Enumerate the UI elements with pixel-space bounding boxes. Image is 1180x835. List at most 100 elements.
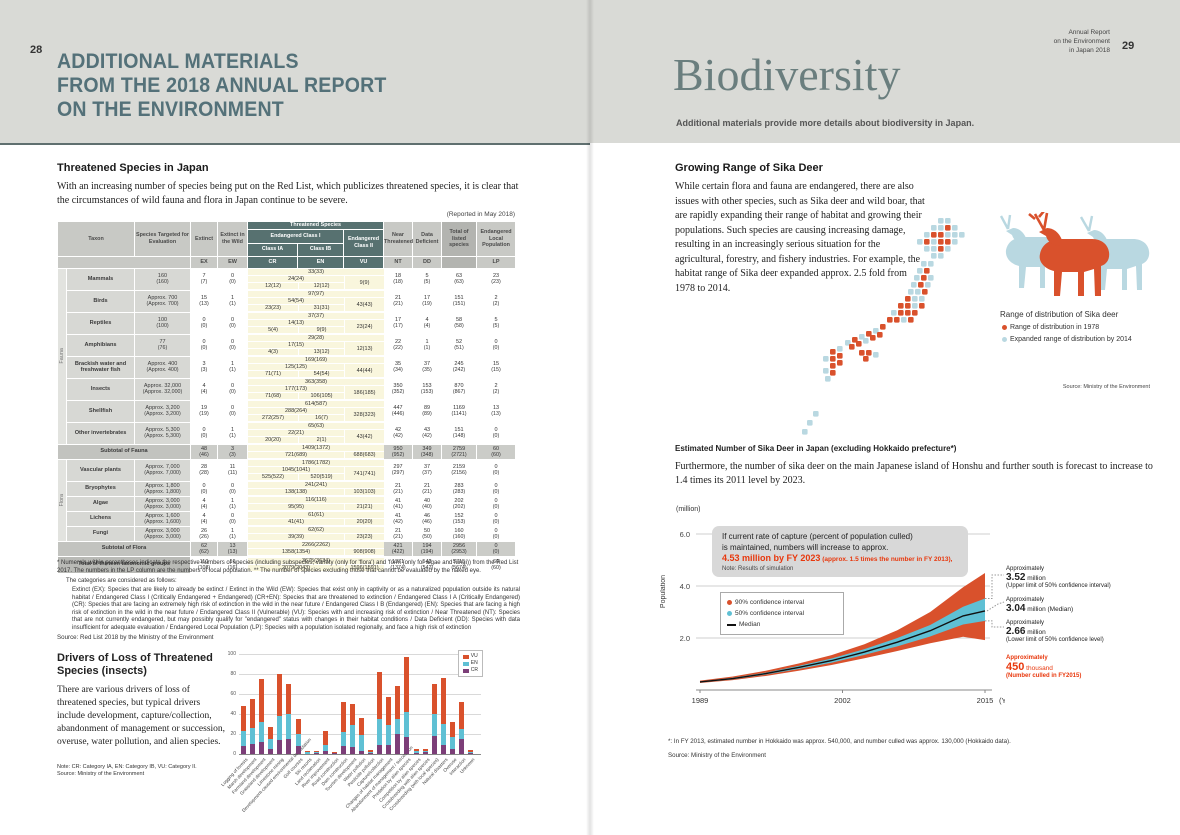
range-1978-cell [863, 356, 869, 362]
stacked-bar-segment-en [304, 752, 310, 754]
annotation-upper-word: Approximately [1006, 566, 1045, 572]
stacked-bar-segment-en [286, 714, 292, 739]
drivers-note: Note: CR: Category IA, EN: Category IB, … [57, 764, 197, 778]
y-tick-label: 80 [230, 671, 236, 677]
range-2014-cell [921, 261, 927, 267]
legend-median-dash [727, 623, 736, 626]
left-page-title: ADDITIONAL MATERIALS FROM THE 2018 ANNUA… [57, 50, 386, 122]
stacked-bar-segment-en [259, 722, 265, 742]
leader-median [986, 601, 1005, 612]
median-line [699, 610, 986, 683]
annotation-lower-word: Approximately [1006, 620, 1045, 626]
table-row: Algae Approx. 3,000 (Approx. 3,000) 4 (4) 1 (1… [58, 495, 517, 512]
running-header-line1: Annual Report [1068, 29, 1110, 36]
table-row: Lichens Approx. 1,600 (Approx. 1,600) 4 (4) 0… [58, 510, 517, 527]
stacked-bar-segment-vu [304, 751, 310, 752]
categories-intro: The categories are considered as follows… [66, 578, 177, 584]
stacked-bar-segment-vu [349, 704, 355, 725]
stacked-bar-segment-vu [368, 750, 374, 752]
stacked-bar-segment-en [250, 728, 256, 744]
map-source: Source: Ministry of the Environment [1062, 384, 1150, 390]
running-header-line2: on the Environment [1053, 38, 1110, 45]
map-legend-2014-label: Expanded range of distribution by 2014 [1010, 336, 1132, 343]
leader-upper [985, 574, 1004, 599]
y-tick-label: 6.0 [680, 530, 690, 539]
simulation-callout: If current rate of capture (percent of p… [712, 526, 968, 577]
chapter-subtitle: Additional materials provide more detail… [676, 118, 975, 128]
x-axis-unit: (Year) [999, 696, 1005, 705]
range-2014-cell [928, 275, 934, 281]
range-2014-cell [873, 328, 879, 334]
sika-population-heading-suffix: (excluding Hokkaido prefecture*) [828, 444, 957, 453]
sika-range-body: While certain flora and fauna are endang… [675, 181, 925, 294]
gridline [239, 654, 481, 655]
stacked-bar-segment-vu [359, 718, 365, 735]
table-row: Total of thirteen taxonomic groups 110 (10… [56, 555, 517, 574]
left-page-number: 28 [30, 44, 43, 56]
stacked-bar-segment-cr [277, 740, 283, 754]
map-legend-2014: Expanded range of distribution by 2014 [1002, 336, 1132, 343]
stacked-bar-segment-en [377, 719, 383, 745]
chapter-title: Biodiversity [673, 49, 901, 100]
drivers-body: There are various drivers of loss of thr… [57, 685, 226, 747]
stacked-bar-segment-vu [404, 657, 410, 712]
stacked-bar-segment-vu [449, 722, 455, 737]
range-1978-cell [918, 282, 924, 288]
gridline [239, 714, 481, 715]
y-axis-unit: (million) [676, 506, 701, 513]
legend-90ci-dot [727, 600, 732, 605]
stacked-bar-segment-en [359, 735, 365, 751]
range-2014-cell [931, 239, 937, 245]
stacked-bar-segment-cr [322, 751, 328, 754]
table-row: Birds Approx. 700 (Approx. 700) 15 (13) 1 (1) 9… [58, 289, 517, 313]
range-2014-cell [959, 232, 965, 238]
range-1978-cell [921, 275, 927, 281]
stacked-bar-segment-cr [458, 739, 464, 754]
range-1978-cell [870, 335, 876, 341]
range-1978-cell [830, 370, 836, 376]
y-tick-label: 4.0 [680, 582, 690, 591]
range-2014-cell [928, 261, 934, 267]
legend-dot-1978 [1002, 325, 1007, 330]
stacked-bar-segment-vu [295, 719, 301, 734]
table-row: Fungi Approx. 3,000 (Approx. 3,000) 26 (26) 1… [58, 525, 517, 542]
stacked-bar-segment-en [467, 752, 473, 753]
range-2014-cell [912, 303, 918, 309]
annotation-culled-word: Approximately [1006, 655, 1048, 661]
stacked-bar-segment-vu [422, 749, 428, 751]
table-row: Subtotal of Fauna 48 (46) 3 (3) 1409(1372) 721… [56, 443, 517, 460]
range-1978-cell [856, 341, 862, 347]
annotation-culled-value: 450 thousand [1006, 661, 1053, 673]
stacked-bar-segment-cr [404, 737, 410, 754]
stacked-bar-segment-cr [359, 751, 365, 754]
range-2014-cell [915, 289, 921, 295]
stacked-bar-segment-en [413, 751, 419, 753]
range-2014-cell [938, 225, 944, 231]
callout-projection-value: 4.53 million by FY 2023 [722, 553, 821, 563]
range-1978-cell [938, 239, 944, 245]
legend-50ci-label: 50% confidence interval [735, 610, 805, 617]
legend-90ci: 90% confidence interval [727, 597, 837, 608]
range-2014-cell [859, 334, 865, 340]
range-2014-cell [901, 317, 907, 323]
range-1978-cell [924, 268, 930, 274]
table-row: Insects Approx. 32,000 (Approx. 32,000) 4 (4… [58, 377, 517, 401]
table-row: Other invertebrates Approx. 5,300 (Approx.… [58, 421, 517, 445]
sika-chart-footnote: *: In FY 2013, estimated number in Hokka… [668, 738, 1011, 745]
drivers-heading: Drivers of Loss of Threatened Species (i… [57, 652, 227, 678]
stacked-bar-segment-en [368, 752, 374, 753]
stacked-bar-segment-cr [250, 744, 256, 754]
legend-50ci-dot [727, 611, 732, 616]
range-2014-cell [911, 282, 917, 288]
y-tick-label: 60 [230, 691, 236, 697]
stacked-bar-segment-en [268, 739, 274, 749]
range-2014-cell [912, 296, 918, 302]
annotation-upper: Approximately 3.52 million (Upper limit … [1006, 566, 1166, 589]
legend-median: Median [727, 619, 837, 630]
reported-note: (Reported in May 2018) [446, 211, 515, 218]
range-1978-cell [837, 353, 843, 359]
stacked-bar-segment-vu [440, 678, 446, 724]
stacked-bar-segment-cr [268, 749, 274, 754]
range-2014-cell [938, 253, 944, 259]
